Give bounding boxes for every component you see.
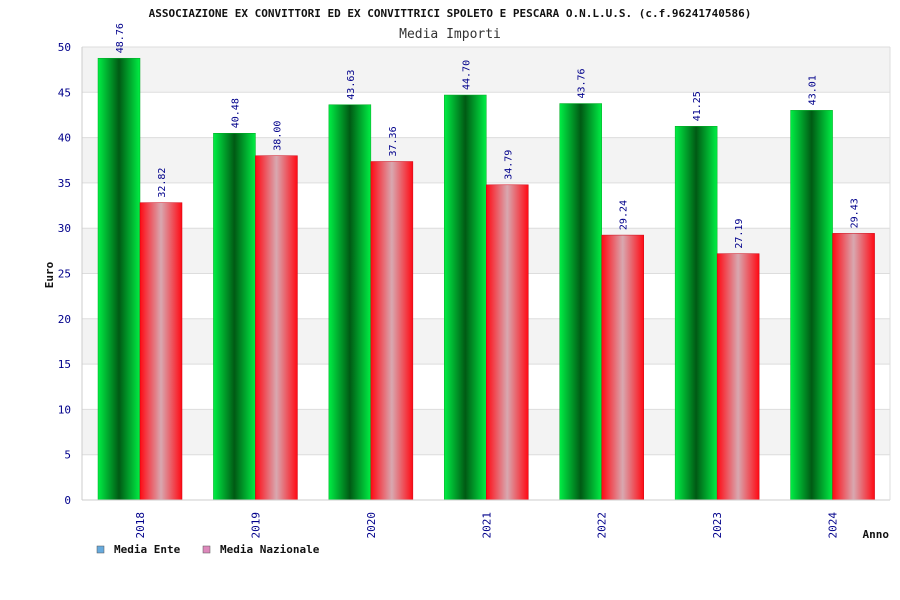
bar-media-ente: [674, 126, 718, 501]
y-tick-label: 50: [58, 41, 71, 54]
grid-band: [82, 47, 890, 93]
legend-label-media-nazionale: Media Nazionale: [220, 543, 320, 556]
x-tick-label: 2024: [827, 512, 840, 539]
bar-media-ente: [97, 57, 141, 501]
x-tick-label: 2018: [134, 512, 147, 539]
y-tick-label: 15: [58, 358, 71, 371]
bar-media-ente: [444, 94, 487, 501]
bar-media-ente: [213, 133, 256, 501]
x-tick-label: 2019: [249, 512, 262, 539]
data-label: 40.48: [230, 98, 241, 128]
x-tick-label: 2022: [596, 512, 609, 539]
x-axis-title: Anno: [863, 528, 890, 541]
data-label: 43.76: [577, 68, 588, 98]
data-label: 29.24: [619, 200, 630, 230]
bar-media-ente: [790, 110, 833, 501]
data-label: 43.63: [346, 70, 357, 100]
x-tick-label: 2020: [365, 512, 378, 539]
axes: [81, 47, 891, 501]
y-tick-label: 25: [58, 268, 71, 281]
value-labels: 48.76 32.82 40.48 38.00 43.63 37.36 44.70 34.79…: [115, 23, 861, 249]
bar-media-nazionale: [601, 234, 644, 501]
bar-media-nazionale: [716, 253, 760, 501]
y-tick-label: 10: [58, 403, 71, 416]
data-label: 41.25: [692, 91, 703, 121]
bar-media-ente: [328, 104, 372, 501]
y-tick-label: 30: [58, 222, 71, 235]
data-label: 29.43: [850, 198, 861, 228]
bar-media-nazionale: [832, 233, 875, 501]
bar-media-nazionale: [255, 155, 298, 501]
legend-swatch-media-ente: [96, 545, 105, 554]
legend: Media Ente Media Nazionale: [96, 543, 320, 556]
y-tick-label: 40: [58, 132, 71, 145]
bar-group: [97, 57, 875, 501]
data-label: 32.82: [157, 168, 168, 198]
y-tick-label: 45: [58, 86, 71, 99]
y-axis-title: Euro: [43, 261, 56, 288]
x-tick-label: 2021: [480, 512, 493, 539]
x-tick-label: 2023: [711, 512, 724, 539]
y-tick-label: 5: [64, 449, 71, 462]
data-label: 27.19: [734, 219, 745, 249]
bar-media-ente: [559, 103, 602, 501]
bar-media-nazionale: [370, 161, 414, 501]
chart-subtitle: Media Importi: [399, 27, 501, 42]
legend-label-media-ente: Media Ente: [114, 543, 181, 556]
x-tick-labels: 2018 2019 2020 2021 2022 2023 2024: [134, 512, 840, 539]
data-label: 43.01: [808, 75, 819, 105]
y-tick-label: 20: [58, 313, 71, 326]
bar-media-nazionale: [486, 184, 529, 501]
data-label: 38.00: [272, 121, 283, 151]
bar-media-nazionale: [139, 202, 183, 501]
data-label: 37.36: [388, 126, 399, 156]
y-tick-labels: 0 5 10 15 20 25 30 35 40 45 50: [58, 41, 71, 507]
chart-title: ASSOCIAZIONE EX CONVITTORI ED EX CONVITT…: [149, 7, 752, 20]
legend-swatch-media-nazionale: [202, 545, 211, 554]
y-tick-label: 0: [64, 494, 71, 507]
y-tick-label: 35: [58, 177, 71, 190]
data-label: 34.79: [503, 150, 514, 180]
data-label: 44.70: [461, 60, 472, 90]
data-label: 48.76: [115, 23, 126, 53]
